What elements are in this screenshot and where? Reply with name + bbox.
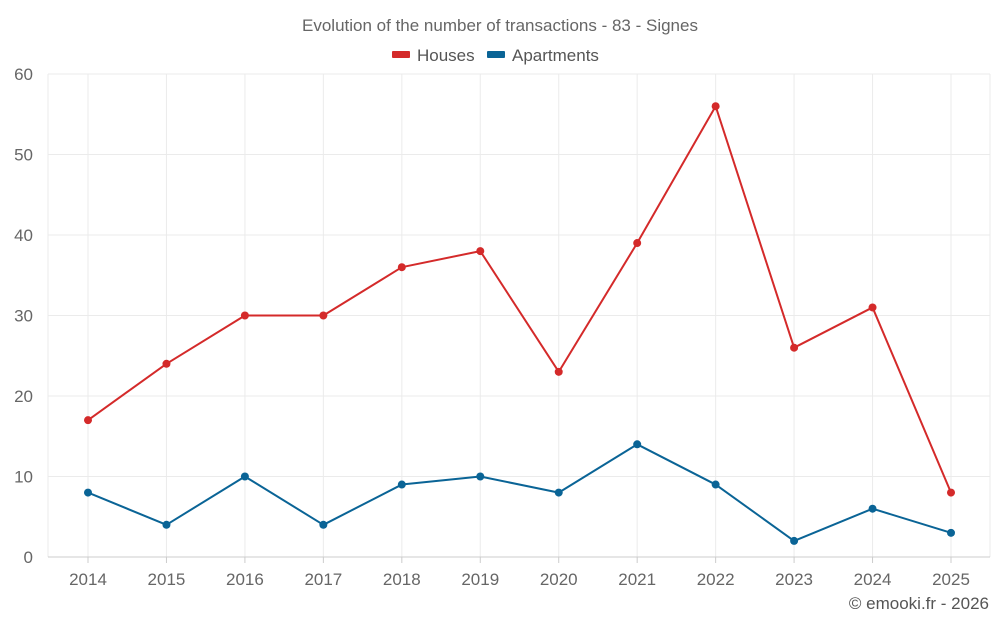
legend-swatch-apartments [487, 51, 505, 58]
data-point-houses[interactable] [947, 488, 955, 497]
legend-item-apartments[interactable]: Apartments [487, 46, 599, 65]
series [84, 102, 955, 545]
data-point-apartments[interactable] [240, 472, 249, 481]
data-point-houses[interactable] [240, 311, 249, 320]
legend-swatch-houses [392, 51, 410, 58]
y-tick-label: 0 [24, 548, 33, 567]
y-tick-label: 30 [14, 307, 33, 326]
data-point-houses[interactable] [790, 343, 799, 352]
data-point-houses[interactable] [397, 263, 406, 272]
y-tick-label: 60 [14, 65, 33, 84]
x-tick-label: 2023 [775, 570, 813, 589]
x-tick-label: 2017 [304, 570, 342, 589]
x-axis-ticks: 2014 2015 2016 2017 2018 2019 2020 2021 2022 2023… [69, 570, 970, 589]
credit-text: © emooki.fr - 2026 [849, 594, 989, 613]
legend-label-houses: Houses [417, 46, 475, 65]
x-tick-label: 2024 [854, 570, 892, 589]
grid [47, 73, 991, 557]
data-point-apartments[interactable] [868, 504, 877, 513]
data-point-houses[interactable] [554, 367, 563, 376]
y-tick-label: 20 [14, 387, 33, 406]
axes [48, 556, 990, 563]
legend: Houses Apartments [392, 46, 599, 65]
chart-title: Evolution of the number of transactions … [302, 16, 698, 35]
data-point-houses[interactable] [711, 102, 720, 111]
x-tick-label: 2021 [618, 570, 656, 589]
data-point-apartments[interactable] [84, 488, 92, 497]
data-point-apartments[interactable] [476, 472, 485, 481]
y-tick-label: 50 [14, 146, 33, 165]
data-point-houses[interactable] [319, 311, 328, 320]
data-point-houses[interactable] [633, 239, 642, 248]
series-houses [84, 102, 955, 497]
data-point-apartments[interactable] [711, 480, 720, 489]
legend-label-apartments: Apartments [512, 46, 599, 65]
data-point-apartments[interactable] [790, 536, 799, 545]
data-point-apartments[interactable] [162, 520, 171, 529]
data-point-houses[interactable] [868, 303, 877, 312]
y-tick-label: 10 [14, 468, 33, 487]
x-tick-label: 2018 [383, 570, 421, 589]
x-tick-label: 2025 [932, 570, 970, 589]
data-point-houses[interactable] [476, 247, 485, 256]
data-point-houses[interactable] [162, 359, 171, 368]
x-tick-label: 2019 [461, 570, 499, 589]
legend-item-houses[interactable]: Houses [392, 46, 475, 65]
x-tick-label: 2016 [226, 570, 264, 589]
series-line-houses [87, 105, 952, 494]
series-line-apartments [87, 443, 952, 542]
series-apartments [84, 440, 955, 545]
x-tick-label: 2022 [697, 570, 735, 589]
data-point-apartments[interactable] [947, 528, 955, 537]
data-point-apartments[interactable] [633, 440, 642, 449]
data-point-houses[interactable] [84, 416, 92, 425]
data-point-apartments[interactable] [397, 480, 406, 489]
data-point-apartments[interactable] [319, 520, 328, 529]
y-tick-label: 40 [14, 226, 33, 245]
data-point-apartments[interactable] [554, 488, 563, 497]
x-tick-label: 2015 [148, 570, 186, 589]
x-tick-label: 2014 [69, 570, 107, 589]
y-axis-ticks: 0 10 20 30 40 50 60 [14, 65, 33, 567]
x-tick-label: 2020 [540, 570, 578, 589]
